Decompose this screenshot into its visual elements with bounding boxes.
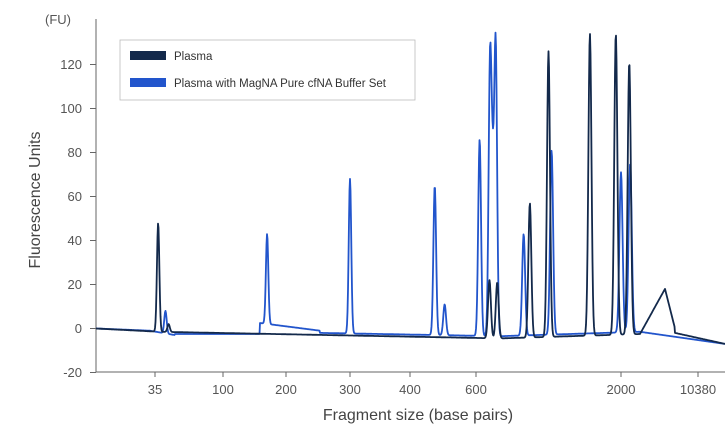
y-ticks: -20 0 20 40 60 80 100 120 (60, 57, 96, 380)
series-layer (95, 31, 725, 345)
series-line-plasma (95, 33, 725, 345)
legend-label-plasma: Plasma (174, 51, 213, 63)
x-tick-label: 200 (275, 382, 297, 397)
legend-swatch-magna-pure (130, 78, 166, 87)
x-ticks: 35 100 200 300 400 600 2000 10380 (148, 372, 716, 397)
y-axis-title: Fluorescence Units (27, 132, 44, 269)
x-tick-label: 10380 (680, 382, 716, 397)
y-unit-label: (FU) (45, 12, 71, 27)
y-tick-label: 60 (68, 189, 82, 204)
y-tick-label: 40 (68, 233, 82, 248)
x-tick-label: 2000 (607, 382, 636, 397)
x-tick-label: 100 (212, 382, 234, 397)
y-tick-label: 0 (75, 321, 82, 336)
x-tick-label: 400 (399, 382, 421, 397)
series-line-magna-pure (95, 31, 725, 345)
y-tick-label: 80 (68, 145, 82, 160)
y-tick-label: 20 (68, 277, 82, 292)
y-tick-label: 100 (60, 101, 82, 116)
x-tick-label: 300 (339, 382, 361, 397)
y-tick-label: 120 (60, 57, 82, 72)
legend-label-magna-pure: Plasma with MagNA Pure cfNA Buffer Set (174, 78, 387, 90)
y-tick-label: -20 (63, 365, 82, 380)
legend: Plasma Plasma with MagNA Pure cfNA Buffe… (119, 39, 416, 101)
x-tick-label: 600 (465, 382, 487, 397)
x-tick-label: 35 (148, 382, 162, 397)
legend-box (119, 39, 416, 101)
legend-swatch-plasma (130, 51, 166, 60)
x-axis-title: Fragment size (base pairs) (323, 407, 513, 424)
